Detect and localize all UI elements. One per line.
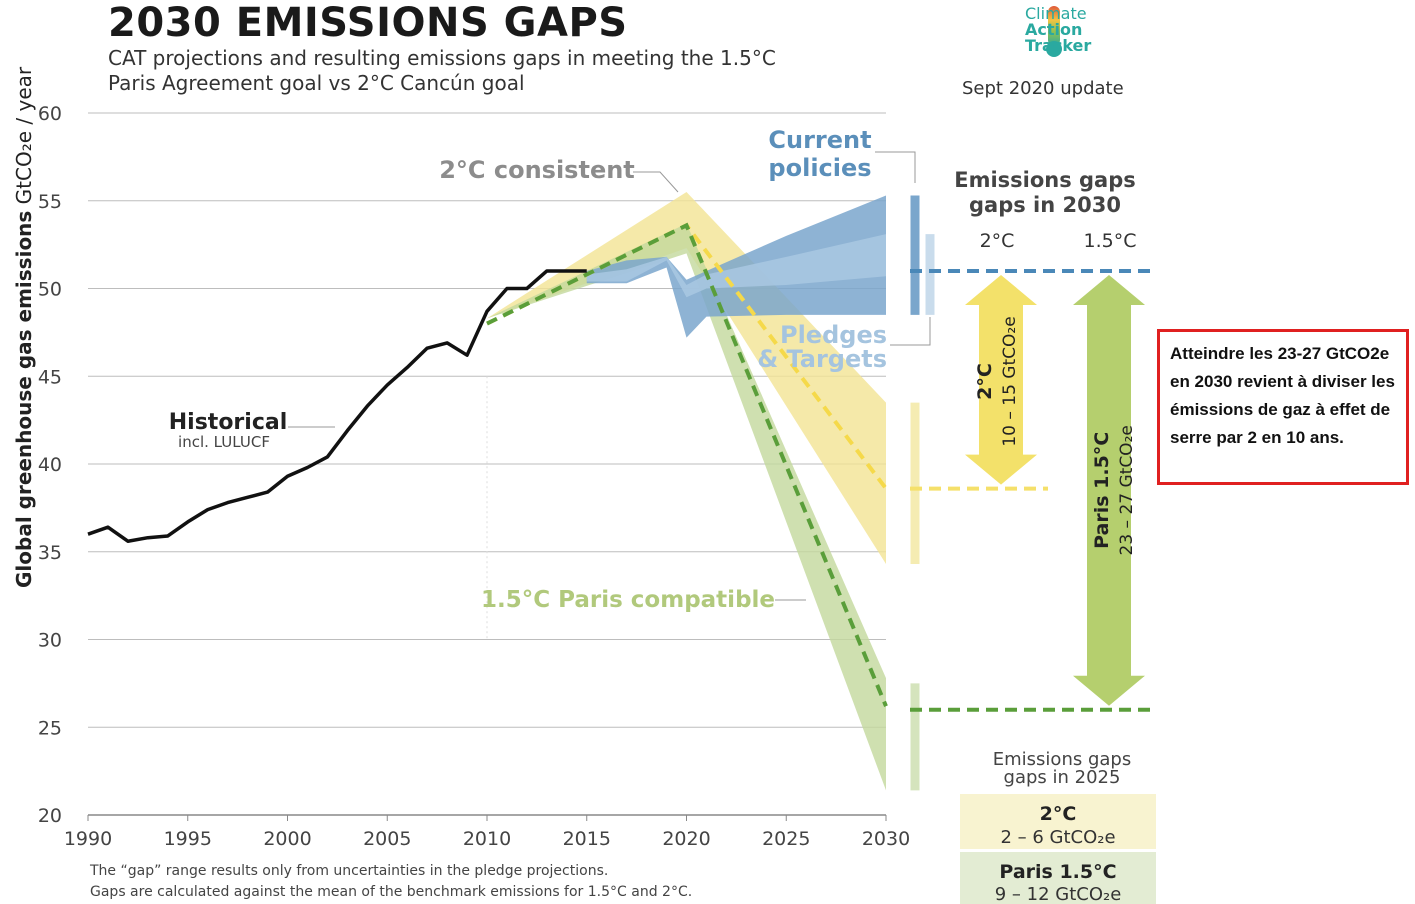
x-tick-label: 2005 — [363, 828, 411, 850]
gaps-col-2c: 2°C — [980, 230, 1015, 252]
y-tick-label: 60 — [38, 103, 62, 125]
y-tick-label: 55 — [38, 191, 62, 213]
annotation-box: Atteindre les 23-27 GtCO2e en 2030 revie… — [1157, 329, 1409, 485]
two-c-gap-arrow — [965, 274, 1037, 485]
y-tick-label: 25 — [38, 717, 62, 739]
x-tick-label: 2010 — [463, 828, 511, 850]
two-c-gap-text: 2°C 10 – 15 GtCO₂e — [974, 316, 1020, 446]
two-c-leader — [633, 171, 679, 193]
update-date: Sept 2020 update — [962, 78, 1124, 99]
logo-line-3: Tracker — [1025, 36, 1092, 55]
x-tick-label: 2015 — [563, 828, 611, 850]
gaps-2025-two-c-range: 2 – 6 GtCO₂e — [1000, 827, 1115, 848]
paris-gap-range: 23 – 27 GtCO₂e — [1117, 425, 1137, 555]
pledges-band — [586, 234, 886, 298]
gaps-2025-paris-label: Paris 1.5°C — [999, 861, 1116, 883]
gaps-2025-paris-box — [960, 852, 1156, 904]
historical-label: Historical — [169, 410, 288, 435]
x-tick-label: 2025 — [762, 828, 810, 850]
y-tick-label: 35 — [38, 542, 62, 564]
chart-title: 2030 EMISSIONS GAPS — [108, 0, 628, 46]
historical-line — [87, 269, 587, 543]
two-c-band — [487, 191, 886, 565]
gaps-2030-title-line2: gaps in 2030 — [969, 193, 1121, 217]
gaps-2025-two-c-label: 2°C — [1040, 803, 1077, 825]
footnote-line-1: The “gap” range results only from uncert… — [90, 863, 609, 879]
pledges-label-line1: Pledges — [780, 321, 887, 349]
paris-gap-arrow — [1073, 274, 1145, 706]
paris-mean-line — [486, 222, 888, 707]
gaps-2025-title-line1: Emissions gaps — [993, 749, 1131, 770]
logo-line-1: Climate — [1025, 4, 1087, 23]
x-tick-label: 2020 — [662, 828, 710, 850]
gaps-2025-two-c-box — [960, 794, 1156, 849]
x-tick-label: 2030 — [862, 828, 910, 850]
two-c-label: 2°C consistent — [439, 156, 635, 184]
chart-subtitle: CAT projections and resulting emissions … — [108, 46, 776, 95]
y-tick-label: 20 — [38, 805, 62, 827]
paris-gap-text: Paris 1.5°C 23 – 27 GtCO₂e — [1091, 425, 1137, 555]
y-tick-label: 30 — [38, 630, 62, 652]
footnote-line-2: Gaps are calculated against the mean of … — [90, 884, 693, 900]
x-tick-label: 1990 — [64, 828, 112, 850]
logo-line-2: Action — [1025, 20, 1083, 39]
thermometer-logo-icon — [1046, 6, 1062, 57]
current-policies-label-line2: policies — [768, 154, 871, 182]
current-policies-band — [586, 195, 886, 338]
logo-wordmark: Climate Action Tracker — [1025, 6, 1091, 54]
paris-band — [487, 223, 886, 791]
pledges-leader — [890, 317, 931, 346]
footnote: The “gap” range results only from uncert… — [90, 861, 692, 903]
y-tick-label: 45 — [38, 366, 62, 388]
y-tick-label: 40 — [38, 454, 62, 476]
gaps-2030-title-line1: Emissions gaps — [954, 168, 1136, 192]
y-tick-label: 50 — [38, 279, 62, 301]
paris-gap-label: Paris 1.5°C — [1091, 432, 1113, 549]
paris-label: 1.5°C Paris compatible — [481, 587, 775, 613]
x-tick-label: 2000 — [263, 828, 311, 850]
gaps-col-15c: 1.5°C — [1084, 230, 1137, 252]
gaps-2025-paris-range: 9 – 12 GtCO₂e — [995, 884, 1122, 904]
historical-sublabel: incl. LULUCF — [178, 433, 270, 451]
current-policies-leader — [875, 151, 916, 183]
pledges-label-line2: & Targets — [757, 345, 887, 373]
gaps-2025-title-line2: gaps in 2025 — [1004, 767, 1121, 788]
x-tick-label: 1995 — [164, 828, 212, 850]
two-c-gap-label: 2°C — [974, 363, 996, 400]
two-c-gap-range: 10 – 15 GtCO₂e — [1000, 316, 1020, 446]
current-policies-label-line1: Current — [768, 126, 871, 154]
